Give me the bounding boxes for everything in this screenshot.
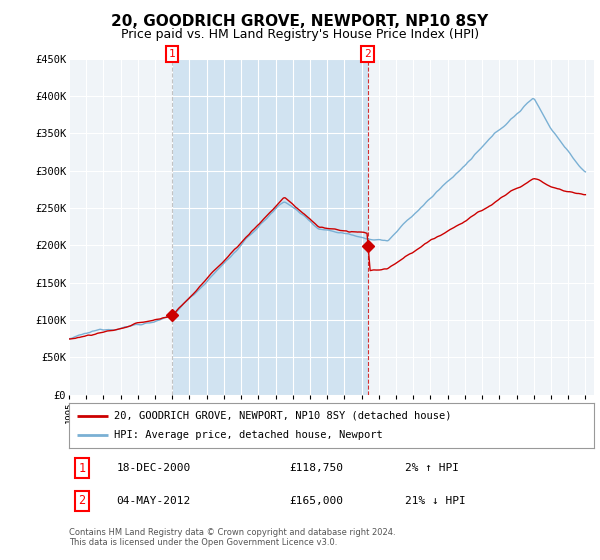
- Text: 20, GOODRICH GROVE, NEWPORT, NP10 8SY (detached house): 20, GOODRICH GROVE, NEWPORT, NP10 8SY (d…: [113, 410, 451, 421]
- Text: 20, GOODRICH GROVE, NEWPORT, NP10 8SY: 20, GOODRICH GROVE, NEWPORT, NP10 8SY: [112, 14, 488, 29]
- Bar: [172, 59, 368, 395]
- Text: £118,750: £118,750: [290, 464, 343, 473]
- Text: 1: 1: [79, 462, 86, 475]
- Text: 1: 1: [169, 49, 176, 59]
- Text: HPI: Average price, detached house, Newport: HPI: Average price, detached house, Newp…: [113, 431, 382, 441]
- Text: 2: 2: [364, 49, 371, 59]
- Text: Price paid vs. HM Land Registry's House Price Index (HPI): Price paid vs. HM Land Registry's House …: [121, 28, 479, 41]
- Text: 04-MAY-2012: 04-MAY-2012: [116, 496, 191, 506]
- Text: 2: 2: [79, 494, 86, 507]
- Text: 2% ↑ HPI: 2% ↑ HPI: [405, 464, 459, 473]
- Text: £165,000: £165,000: [290, 496, 343, 506]
- Text: 18-DEC-2000: 18-DEC-2000: [116, 464, 191, 473]
- Text: 21% ↓ HPI: 21% ↓ HPI: [405, 496, 466, 506]
- Text: Contains HM Land Registry data © Crown copyright and database right 2024.
This d: Contains HM Land Registry data © Crown c…: [69, 528, 395, 547]
